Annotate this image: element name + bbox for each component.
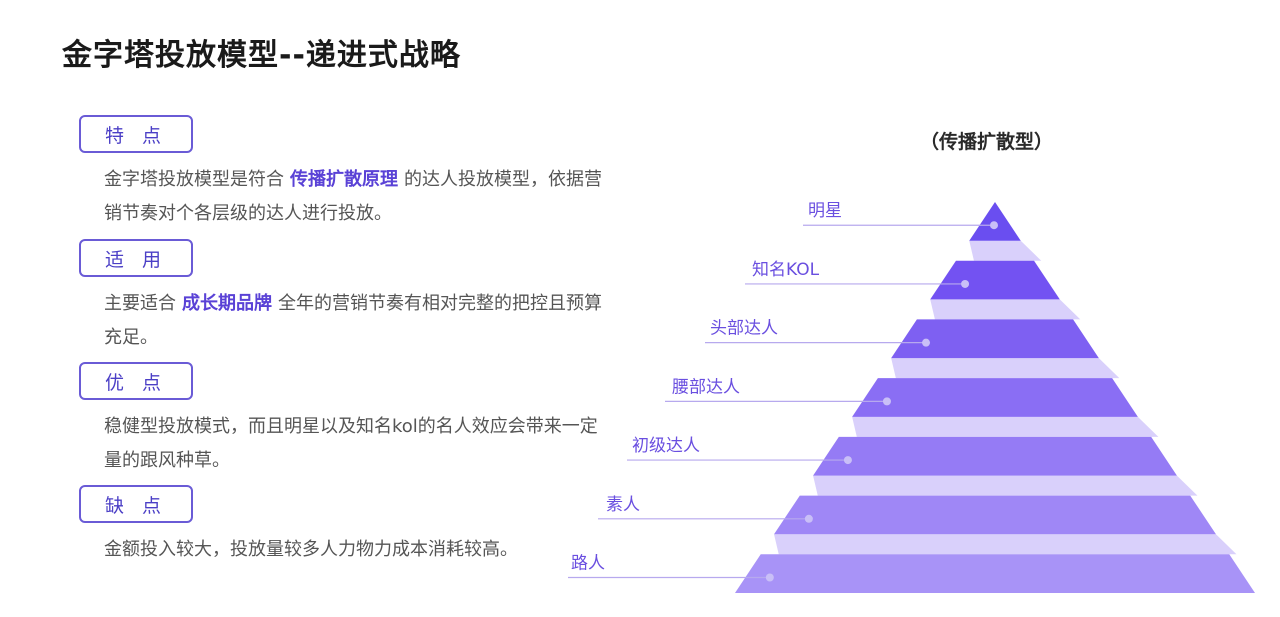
- section-disadvantages: 缺 点 金额投入较大，投放量较多人力物力成本消耗较高。: [79, 485, 639, 567]
- pyramid-level-label: 知名KOL: [752, 260, 820, 280]
- pyramid-connector: [891, 358, 1120, 379]
- section-advantages: 优 点 稳健型投放模式，而且明星以及知名kol的名人效应会带来一定量的跟风种草。: [79, 362, 639, 478]
- pyramid-level: [891, 319, 1099, 359]
- pyramid-leader-dot: [804, 514, 813, 523]
- pyramid-level-label: 腰部达人: [672, 377, 740, 397]
- pyramid-level-label: 头部达人: [710, 319, 778, 339]
- advantages-label: 优 点: [79, 362, 193, 400]
- applicable-text: 主要适合 成长期品牌 全年的营销节奏有相对完整的把控且预算充足。: [104, 293, 602, 348]
- applicable-highlight: 成长期品牌: [182, 293, 272, 314]
- pyramid-level: [813, 436, 1177, 476]
- features-label: 特 点: [79, 115, 193, 153]
- advantages-text: 稳健型投放模式，而且明星以及知名kol的名人效应会带来一定量的跟风种草。: [104, 416, 598, 471]
- pyramid-leader-dot: [922, 338, 931, 347]
- features-text: 金字塔投放模型是符合 传播扩散原理 的达人投放模型，依据营销节奏对个各层级的达人进行…: [104, 169, 602, 224]
- pyramid-leader-dot: [882, 397, 891, 406]
- applicable-label: 适 用: [79, 239, 193, 277]
- section-features: 特 点 金字塔投放模型是符合 传播扩散原理 的达人投放模型，依据营销节奏对个各层级的…: [79, 115, 639, 231]
- pyramid-level: [774, 495, 1216, 535]
- pyramid-connector: [930, 299, 1081, 320]
- features-highlight: 传播扩散原理: [290, 169, 398, 190]
- pyramid-connector: [774, 534, 1237, 555]
- pyramid-level-label: 明星: [808, 201, 842, 221]
- pyramid-level-label: 初级达人: [632, 436, 700, 456]
- pyramid-caption: （传播扩散型）: [920, 131, 1054, 153]
- pyramid-level: [930, 260, 1060, 300]
- pyramid-leader-dot: [765, 573, 774, 582]
- pyramid-leader-dot: [843, 456, 852, 465]
- pyramid-leader-dot: [961, 279, 970, 288]
- page-title: 金字塔投放模型--递进式战略: [62, 38, 461, 73]
- section-applicable: 适 用 主要适合 成长期品牌 全年的营销节奏有相对完整的把控且预算充足。: [79, 239, 639, 355]
- pyramid-leader-dot: [990, 221, 998, 230]
- pyramid-level: [734, 554, 1256, 593]
- pyramid-level-label: 素人: [606, 495, 640, 515]
- pyramid-connector: [969, 240, 1042, 261]
- disadvantages-label: 缺 点: [79, 485, 193, 523]
- pyramid-connector: [813, 475, 1198, 496]
- pyramid-level: [852, 378, 1138, 417]
- pyramid-connector: [852, 416, 1159, 437]
- disadvantages-text: 金额投入较大，投放量较多人力物力成本消耗较高。: [104, 539, 518, 560]
- pyramid-level-label: 路人: [571, 554, 605, 574]
